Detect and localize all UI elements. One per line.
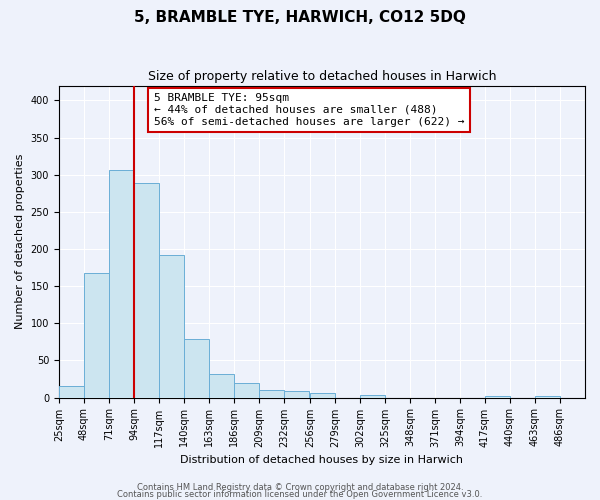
Y-axis label: Number of detached properties: Number of detached properties: [15, 154, 25, 329]
Bar: [134, 183, 159, 398]
Text: 5 BRAMBLE TYE: 95sqm
← 44% of detached houses are smaller (488)
56% of semi-deta: 5 BRAMBLE TYE: 95sqm ← 44% of detached h…: [154, 94, 464, 126]
Bar: [84, 273, 109, 398]
X-axis label: Distribution of detached houses by size in Harwich: Distribution of detached houses by size …: [181, 455, 463, 465]
Bar: [209, 374, 234, 398]
Bar: [360, 396, 385, 398]
Text: Contains HM Land Registry data © Crown copyright and database right 2024.: Contains HM Land Registry data © Crown c…: [137, 484, 463, 492]
Bar: [535, 396, 560, 398]
Text: Contains public sector information licensed under the Open Government Licence v3: Contains public sector information licen…: [118, 490, 482, 499]
Bar: [485, 396, 510, 398]
Bar: [159, 255, 184, 398]
Title: Size of property relative to detached houses in Harwich: Size of property relative to detached ho…: [148, 70, 496, 83]
Bar: [184, 339, 209, 398]
Text: 5, BRAMBLE TYE, HARWICH, CO12 5DQ: 5, BRAMBLE TYE, HARWICH, CO12 5DQ: [134, 10, 466, 25]
Bar: [234, 384, 259, 398]
Bar: [310, 393, 335, 398]
Bar: [284, 391, 309, 398]
Bar: [59, 386, 84, 398]
Bar: [109, 170, 134, 398]
Bar: [259, 390, 284, 398]
